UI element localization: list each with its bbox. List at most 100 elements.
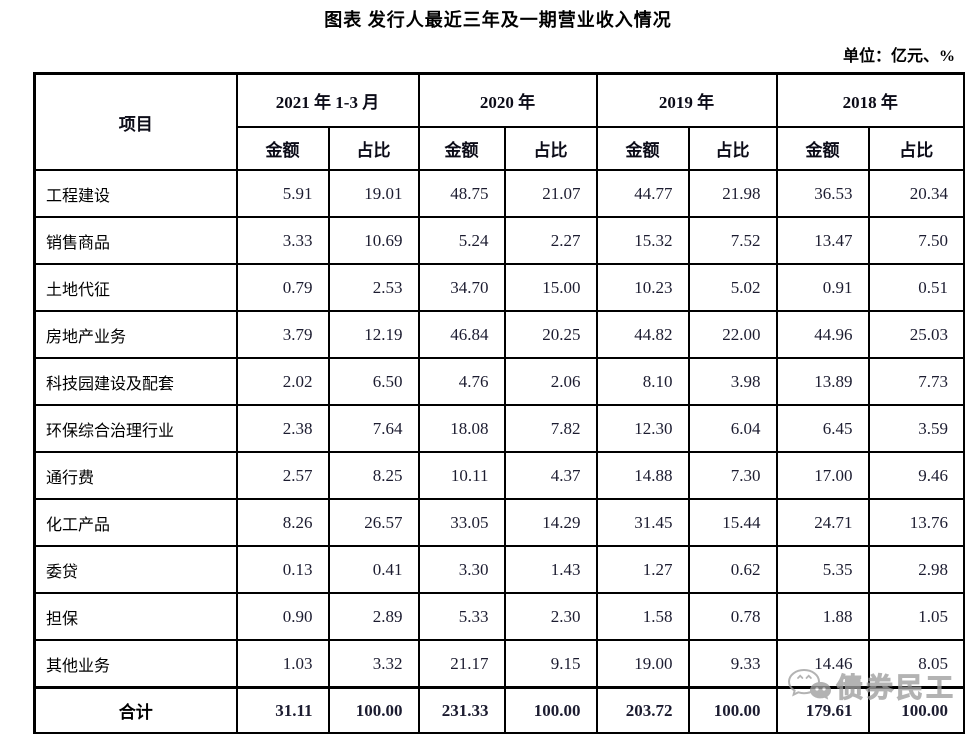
column-header-amount: 金额: [595, 126, 690, 171]
value-cell: 19.00: [595, 639, 690, 689]
value-cell: 33.05: [417, 498, 506, 547]
row-label: 销售商品: [33, 216, 238, 265]
value-cell: 36.53: [775, 169, 870, 218]
row-label: 房地产业务: [33, 310, 238, 359]
page-title: 图表 发行人最近三年及一期营业收入情况: [324, 10, 672, 30]
row-label: 委贷: [33, 545, 238, 594]
table-row: 工程建设 5.91 19.01 48.75 21.07 44.77 21.98 36.53 20…: [33, 169, 965, 218]
value-cell: 10.23: [595, 263, 690, 312]
column-header-ratio: 占比: [327, 126, 420, 171]
value-cell: 2.02: [235, 357, 330, 406]
value-cell: 17.00: [775, 451, 870, 500]
value-cell: 2.89: [327, 592, 420, 641]
value-cell: 15.44: [687, 498, 778, 547]
value-cell: 13.76: [867, 498, 965, 547]
header-group-row: 项目 2021 年 1-3 月 2020 年 2019 年 2018 年: [33, 72, 965, 171]
value-cell: 100.00: [327, 686, 420, 734]
value-cell: 18.08: [417, 404, 506, 453]
value-cell: 8.10: [595, 357, 690, 406]
value-cell: 8.25: [327, 451, 420, 500]
value-cell: 3.30: [417, 545, 506, 594]
table-row: 房地产业务 3.79 12.19 46.84 20.25 44.82 22.00 44.96 2…: [33, 310, 965, 359]
unit-label: 单位：亿元、%: [842, 48, 955, 65]
revenue-table: 项目 2021 年 1-3 月 2020 年 2019 年 2018 年 金额 …: [33, 72, 965, 734]
table-row: 销售商品 3.33 10.69 5.24 2.27 15.32 7.52 13.47 7.50: [33, 216, 965, 265]
table-row: 通行费 2.57 8.25 10.11 4.37 14.88 7.30 17.00 9.46: [33, 451, 965, 500]
value-cell: 7.64: [327, 404, 420, 453]
value-cell: 100.00: [503, 686, 598, 734]
value-cell: 5.33: [417, 592, 506, 641]
value-cell: 19.01: [327, 169, 420, 218]
value-cell: 5.91: [235, 169, 330, 218]
column-header-amount: 金额: [775, 126, 870, 171]
value-cell: 7.82: [503, 404, 598, 453]
row-label: 担保: [33, 592, 238, 641]
value-cell: 2.06: [503, 357, 598, 406]
table-row: 化工产品 8.26 26.57 33.05 14.29 31.45 15.44 24.71 13…: [33, 498, 965, 547]
row-label: 工程建设: [33, 169, 238, 218]
value-cell: 3.59: [867, 404, 965, 453]
table-row: 环保综合治理行业 2.38 7.64 18.08 7.82 12.30 6.04 6.45 3.…: [33, 404, 965, 453]
column-header-period-2019: 2019 年: [595, 72, 778, 128]
value-cell: 3.33: [235, 216, 330, 265]
value-cell: 24.71: [775, 498, 870, 547]
value-cell: 179.61: [775, 686, 870, 734]
table-header: 项目 2021 年 1-3 月 2020 年 2019 年 2018 年 金额 …: [33, 72, 965, 171]
value-cell: 2.30: [503, 592, 598, 641]
row-label: 土地代征: [33, 263, 238, 312]
value-cell: 3.98: [687, 357, 778, 406]
table-body: 工程建设 5.91 19.01 48.75 21.07 44.77 21.98 36.53 20…: [33, 169, 965, 734]
column-header-amount: 金额: [235, 126, 330, 171]
value-cell: 1.43: [503, 545, 598, 594]
row-label: 其他业务: [33, 639, 238, 689]
column-header-amount: 金额: [417, 126, 506, 171]
value-cell: 14.88: [595, 451, 690, 500]
value-cell: 9.46: [867, 451, 965, 500]
value-cell: 0.79: [235, 263, 330, 312]
value-cell: 44.77: [595, 169, 690, 218]
value-cell: 12.30: [595, 404, 690, 453]
value-cell: 44.96: [775, 310, 870, 359]
value-cell: 31.45: [595, 498, 690, 547]
value-cell: 0.90: [235, 592, 330, 641]
value-cell: 6.45: [775, 404, 870, 453]
value-cell: 46.84: [417, 310, 506, 359]
value-cell: 26.57: [327, 498, 420, 547]
value-cell: 9.15: [503, 639, 598, 689]
value-cell: 4.37: [503, 451, 598, 500]
total-row: 合计 31.11 100.00 231.33 100.00 203.72 100.00 179…: [33, 686, 965, 734]
value-cell: 13.47: [775, 216, 870, 265]
value-cell: 21.07: [503, 169, 598, 218]
column-header-ratio: 占比: [687, 126, 778, 171]
value-cell: 7.50: [867, 216, 965, 265]
value-cell: 4.76: [417, 357, 506, 406]
value-cell: 5.35: [775, 545, 870, 594]
value-cell: 0.91: [775, 263, 870, 312]
value-cell: 10.11: [417, 451, 506, 500]
value-cell: 231.33: [417, 686, 506, 734]
value-cell: 0.62: [687, 545, 778, 594]
value-cell: 7.30: [687, 451, 778, 500]
value-cell: 14.29: [503, 498, 598, 547]
row-label: 合计: [33, 686, 238, 734]
value-cell: 22.00: [687, 310, 778, 359]
value-cell: 25.03: [867, 310, 965, 359]
table-row: 委贷 0.13 0.41 3.30 1.43 1.27 0.62 5.35 2.98: [33, 545, 965, 594]
value-cell: 7.52: [687, 216, 778, 265]
value-cell: 15.32: [595, 216, 690, 265]
column-header-period-2021q1: 2021 年 1-3 月: [235, 72, 420, 128]
value-cell: 20.34: [867, 169, 965, 218]
value-cell: 3.79: [235, 310, 330, 359]
value-cell: 8.26: [235, 498, 330, 547]
value-cell: 100.00: [867, 686, 965, 734]
value-cell: 3.32: [327, 639, 420, 689]
column-header-ratio: 占比: [867, 126, 965, 171]
value-cell: 0.13: [235, 545, 330, 594]
column-header-period-2018: 2018 年: [775, 72, 965, 128]
column-header-item: 项目: [33, 72, 238, 171]
column-header-ratio: 占比: [503, 126, 598, 171]
value-cell: 9.33: [687, 639, 778, 689]
value-cell: 20.25: [503, 310, 598, 359]
column-header-period-2020: 2020 年: [417, 72, 598, 128]
